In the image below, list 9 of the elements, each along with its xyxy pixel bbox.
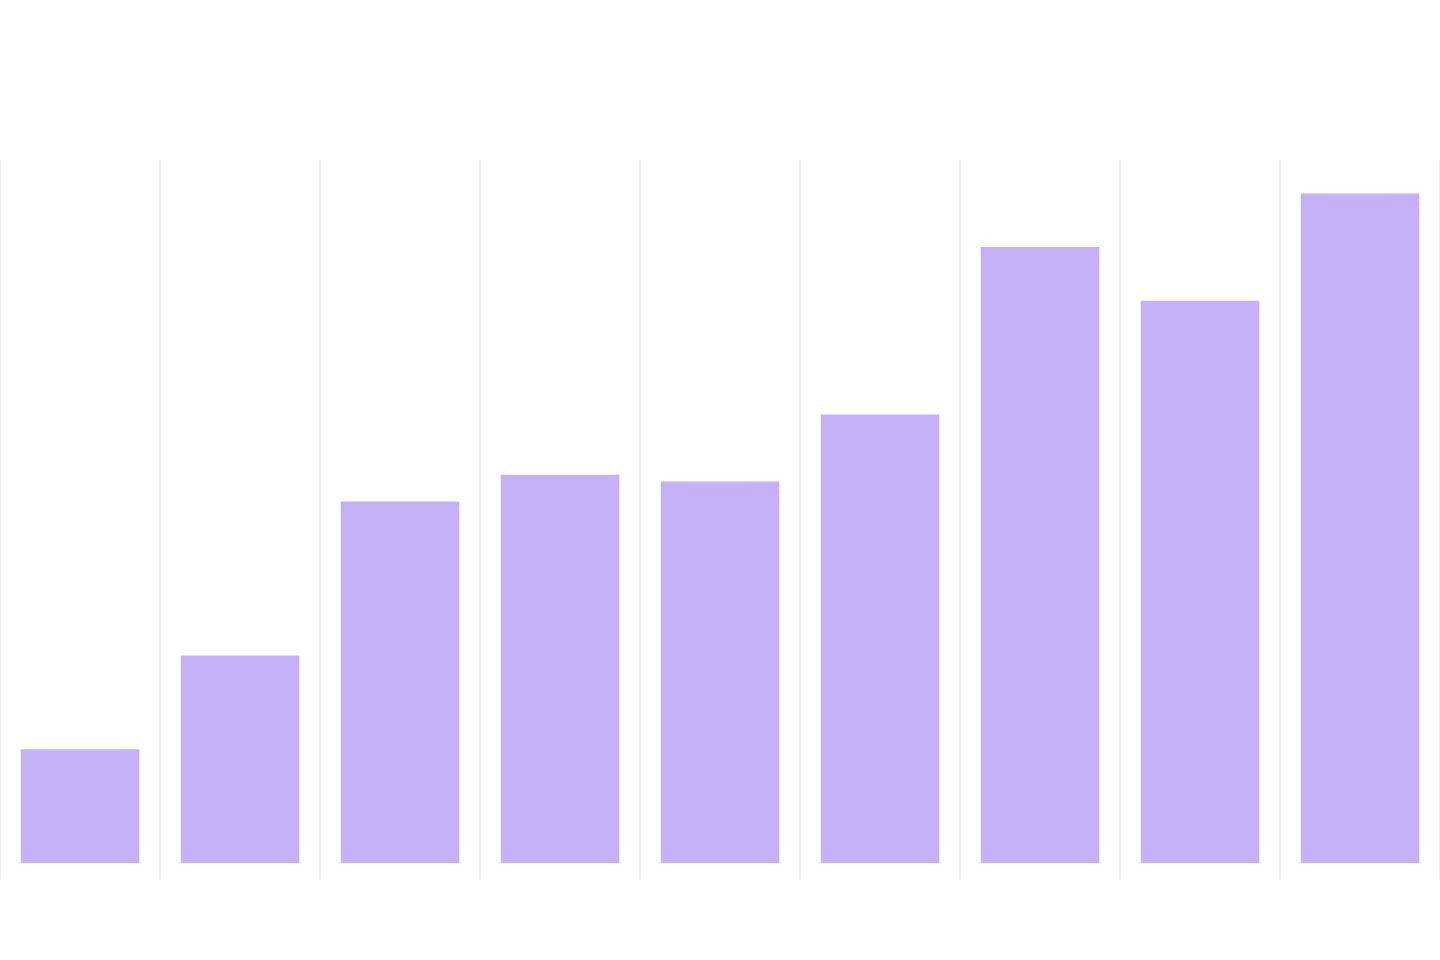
bar — [20, 749, 140, 864]
bar — [1140, 300, 1260, 864]
bar — [820, 414, 940, 864]
bar — [500, 474, 620, 864]
bar — [660, 481, 780, 864]
bar — [340, 501, 460, 864]
bar — [1300, 193, 1420, 864]
bar — [180, 655, 300, 864]
bar — [980, 247, 1100, 864]
